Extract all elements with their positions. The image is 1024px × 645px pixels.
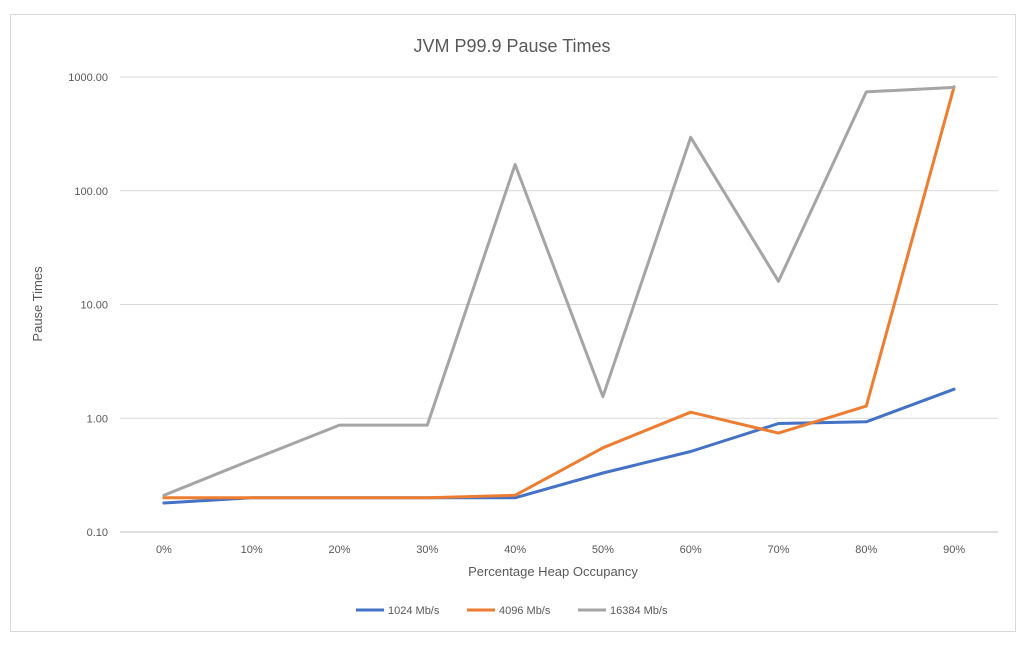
legend-label: 4096 Mb/s bbox=[499, 605, 551, 617]
series-line bbox=[162, 85, 956, 497]
chart-area bbox=[10, 14, 1016, 632]
x-axis-label: Percentage Heap Occupancy bbox=[468, 564, 638, 579]
y-tick-label: 1.00 bbox=[87, 413, 108, 425]
series-line bbox=[162, 387, 956, 505]
y-axis-ticks: 0.10 1.00 10.00 100.00 1000.00 bbox=[68, 72, 108, 539]
y-tick-label: 0.10 bbox=[87, 527, 108, 539]
y-tick-label: 10.00 bbox=[80, 300, 108, 312]
legend-label: 1024 Mb/s bbox=[388, 605, 440, 617]
x-tick-label: 80% bbox=[855, 544, 877, 556]
legend-label: 16384 Mb/s bbox=[610, 605, 668, 617]
x-tick-label: 70% bbox=[767, 544, 789, 556]
x-tick-label: 0% bbox=[156, 544, 172, 556]
gridlines bbox=[120, 76, 998, 533]
x-tick-label: 90% bbox=[943, 544, 965, 556]
x-tick-label: 60% bbox=[680, 544, 702, 556]
y-axis-label: Pause Times bbox=[30, 266, 45, 342]
x-tick-label: 40% bbox=[504, 544, 526, 556]
y-tick-label: 100.00 bbox=[74, 186, 108, 198]
x-tick-label: 10% bbox=[241, 544, 263, 556]
legend: 1024 Mb/s 4096 Mb/s 16384 Mb/s bbox=[356, 605, 668, 617]
x-tick-label: 50% bbox=[592, 544, 614, 556]
series-line bbox=[162, 85, 956, 500]
y-tick-label: 1000.00 bbox=[68, 72, 108, 84]
x-tick-label: 30% bbox=[416, 544, 438, 556]
x-axis-ticks: 0% 10% 20% 30% 40% 50% 60% 70% 80% 90% bbox=[156, 544, 965, 556]
chart-title: JVM P99.9 Pause Times bbox=[413, 36, 610, 56]
x-tick-label: 20% bbox=[328, 544, 350, 556]
series-lines bbox=[162, 85, 956, 505]
